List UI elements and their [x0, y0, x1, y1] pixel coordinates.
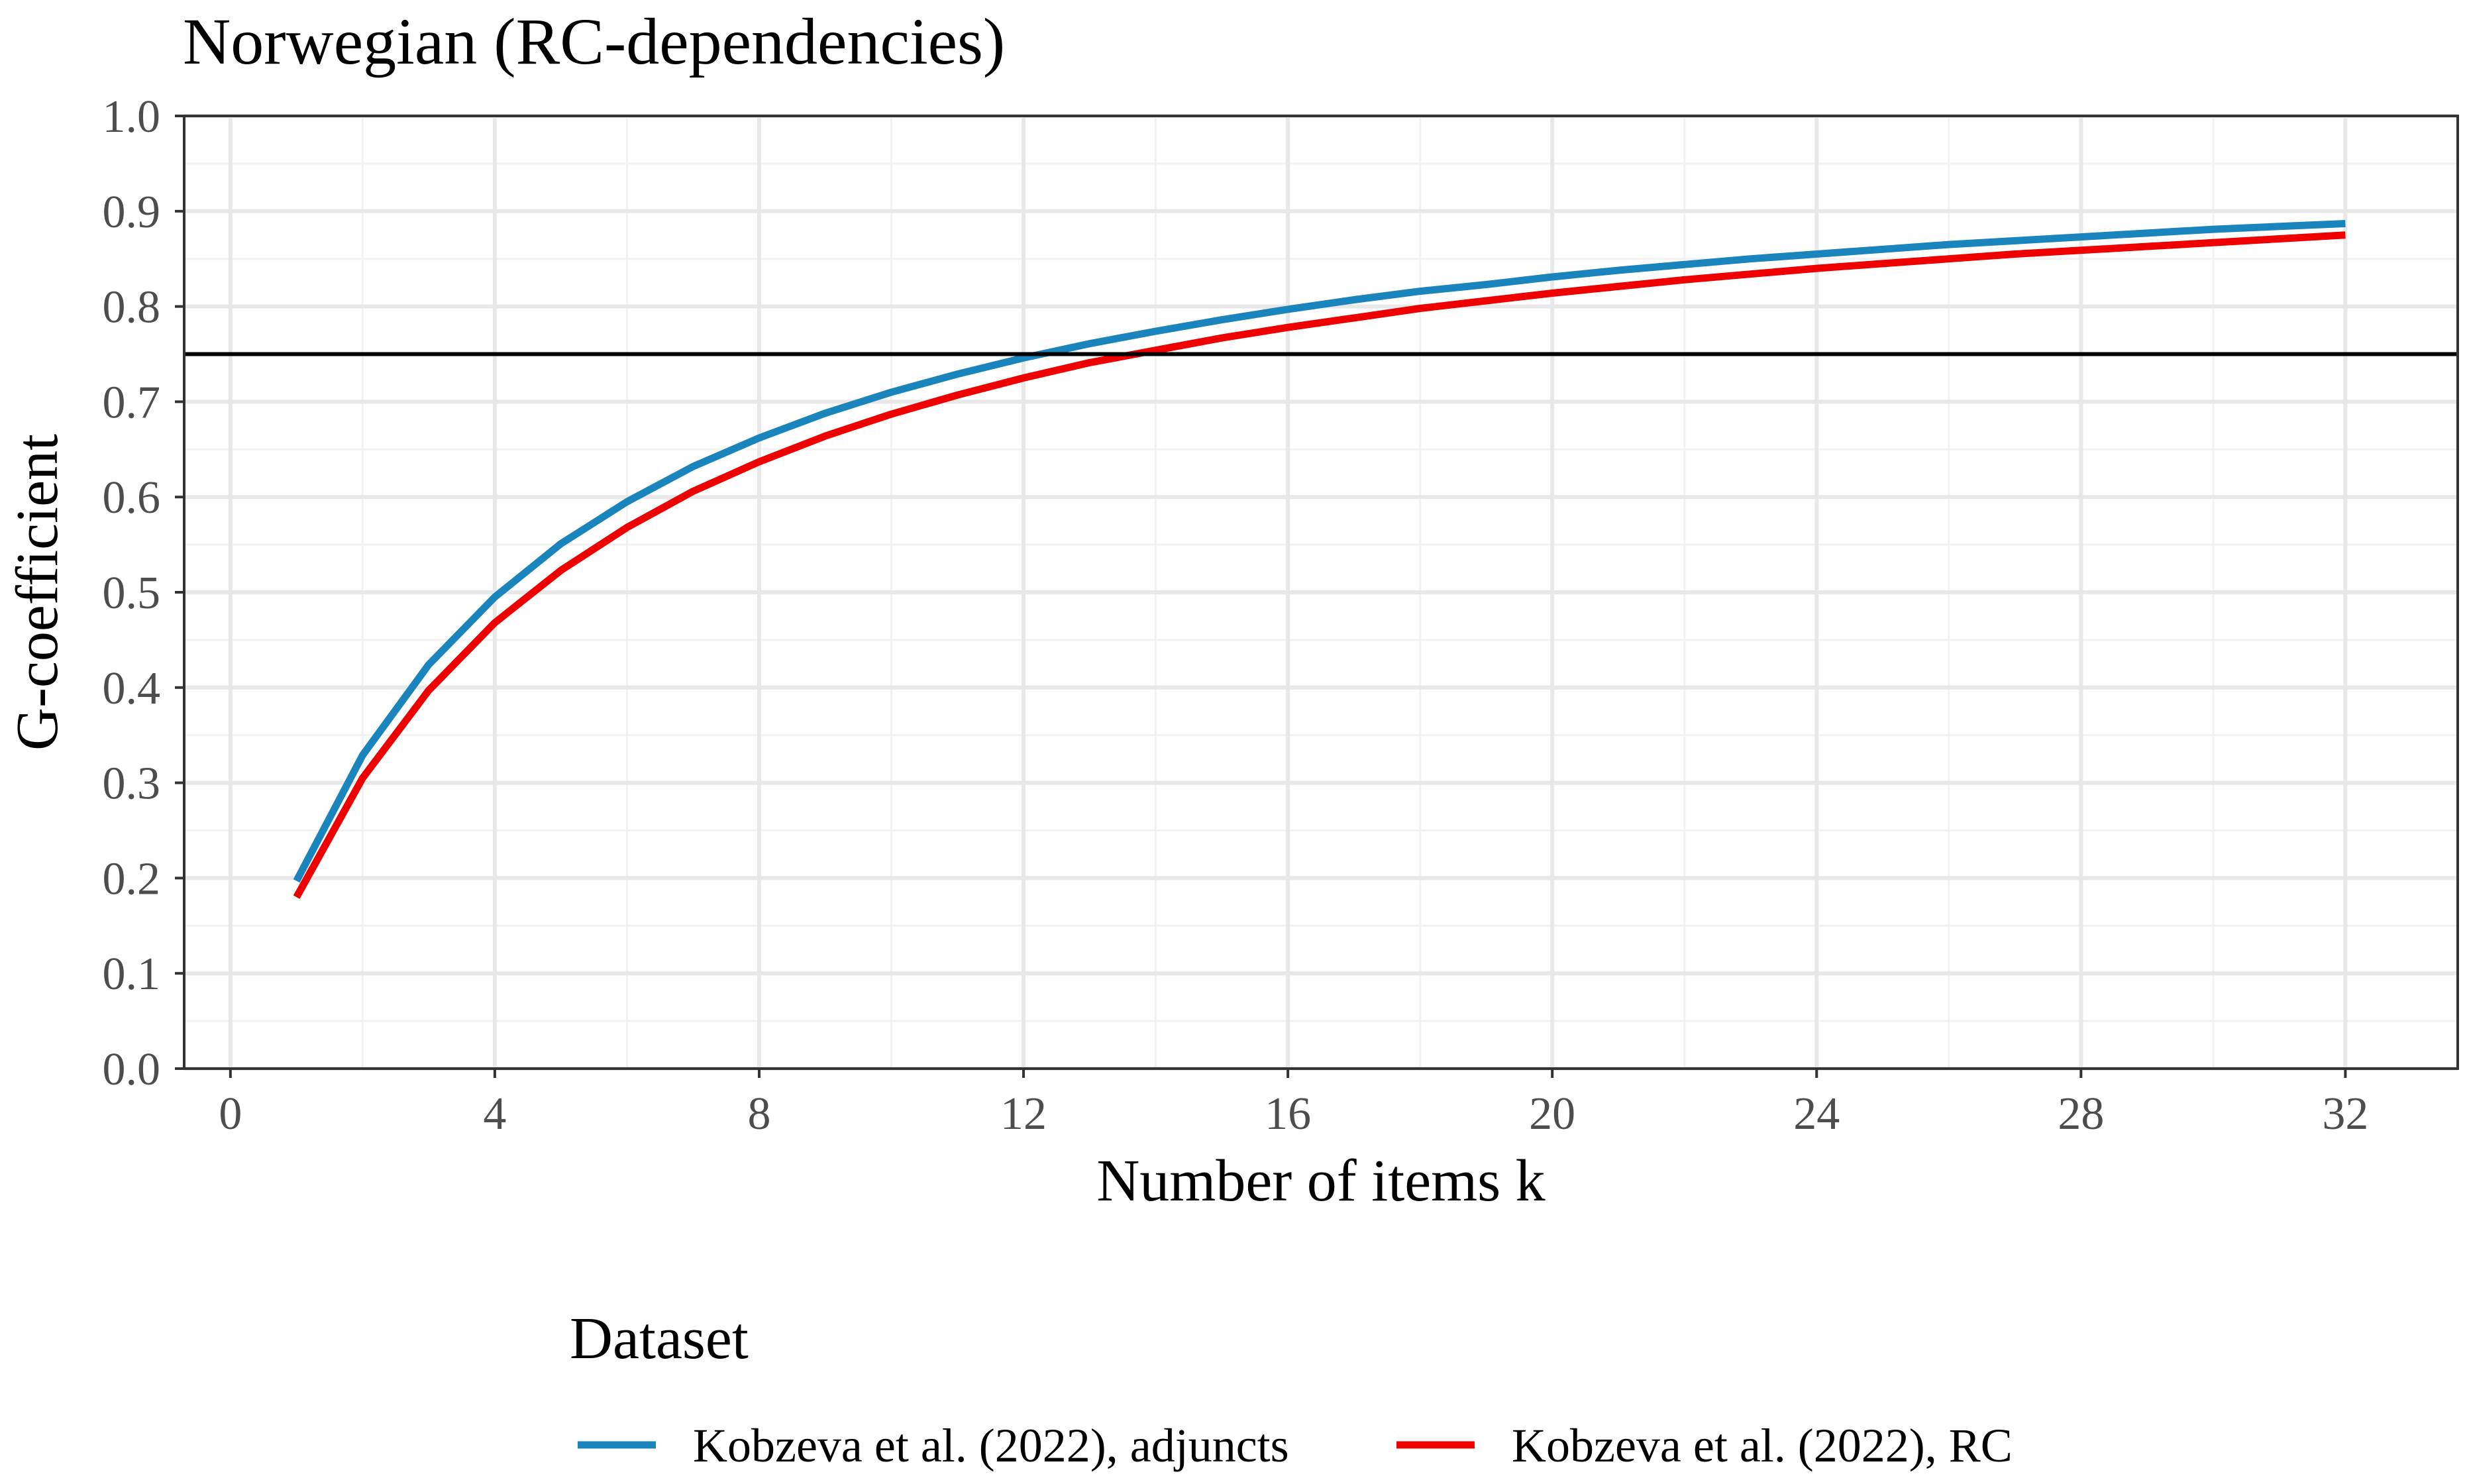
series-line-0 — [293, 220, 2346, 883]
x-axis-label: Number of items k — [1096, 1148, 1545, 1214]
y-tick-label: 0.0 — [103, 1044, 161, 1095]
legend-label-adjuncts: Kobzeva et al. (2022), adjuncts — [693, 1419, 1289, 1472]
legend-label-rc: Kobzeva et al. (2022), RC — [1512, 1419, 2013, 1472]
x-tick-label: 24 — [1793, 1088, 1840, 1140]
y-tick-label: 0.4 — [103, 663, 161, 714]
plot-panel — [183, 114, 2459, 1071]
legend-title: Dataset — [570, 1306, 749, 1371]
chart-title: Norwegian (RC-dependencies) — [183, 5, 1005, 78]
x-tick-label: 32 — [2322, 1088, 2368, 1140]
x-tick-label: 12 — [1000, 1088, 1047, 1140]
y-tick-label: 0.2 — [103, 853, 161, 904]
legend: Dataset Kobzeva et al. (2022), adjuncts … — [570, 1306, 2013, 1472]
y-tick-label: 0.9 — [103, 187, 161, 238]
x-tick-label: 16 — [1265, 1088, 1311, 1140]
y-tick-label: 0.3 — [103, 759, 161, 810]
y-axis-label: G-coefficient — [5, 434, 70, 751]
y-tick-label: 0.5 — [103, 568, 161, 619]
x-tick-label: 4 — [483, 1088, 506, 1140]
y-tick-label: 0.8 — [103, 282, 161, 333]
y-tick-label: 0.6 — [103, 472, 161, 523]
series-line-1 — [293, 231, 2346, 899]
x-axis: 0 4 8 12 16 20 24 28 32 — [219, 1069, 2368, 1140]
y-tick-label: 1.0 — [103, 91, 161, 142]
x-tick-label: 28 — [2058, 1088, 2104, 1140]
x-tick-label: 20 — [1529, 1088, 1575, 1140]
x-tick-label: 8 — [747, 1088, 770, 1140]
y-tick-label: 0.1 — [103, 949, 161, 1000]
x-tick-label: 0 — [219, 1088, 242, 1140]
series-layer — [293, 220, 2346, 899]
y-axis: 0.0 0.1 0.2 0.3 0.4 0.5 0.6 0.7 0.8 0.9 1.0 — [103, 91, 184, 1095]
y-tick-label: 0.7 — [103, 377, 161, 428]
